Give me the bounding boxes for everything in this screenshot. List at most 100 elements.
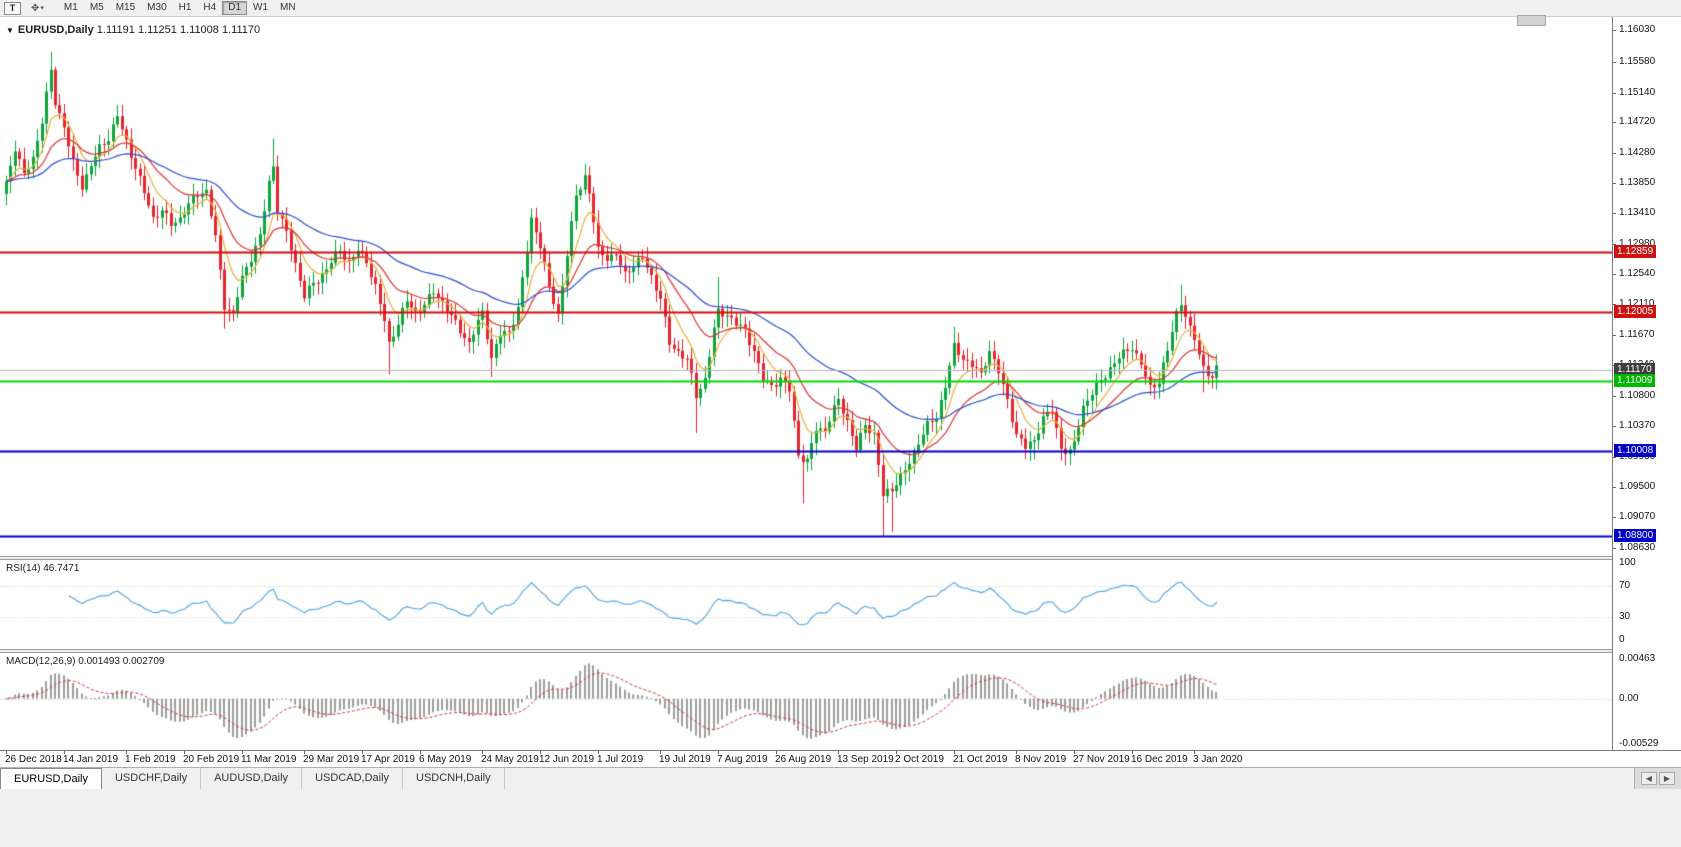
price-axis-label: 1.13410 — [1619, 207, 1656, 219]
price-axis-tick — [1613, 121, 1616, 123]
price-axis-label: 1.08630 — [1619, 541, 1656, 553]
price-axis-label: 1.12540 — [1619, 268, 1656, 280]
tab-scroll-right-icon[interactable]: ▶ — [1658, 772, 1675, 785]
panel-divider-macd[interactable] — [0, 649, 1612, 653]
time-axis: 26 Dec 2018 14 Jan 2019 1 Feb 2019 20 Feb 2… — [0, 750, 1681, 767]
time-axis-label: 7 Aug 2019 — [717, 754, 768, 765]
support-line-blue-2-tag[interactable]: 1.08800 — [1614, 528, 1657, 542]
macd-scale-label: -0.00529 — [1619, 738, 1659, 749]
time-axis-tick — [184, 751, 185, 754]
time-axis-tick — [64, 751, 65, 754]
timeframe-button-h1[interactable]: H1 — [173, 1, 198, 15]
chart-tab-usdcnh[interactable]: USDCNH,Daily — [403, 768, 505, 789]
resistance-line-1-tag[interactable]: 1.12859 — [1614, 244, 1657, 258]
chart-tab-audusd[interactable]: AUDUSD,Daily — [201, 768, 303, 789]
scrollbar-fragment[interactable] — [1517, 15, 1546, 26]
price-axis-label: 1.16030 — [1619, 24, 1656, 36]
cursor-icon: ✥ — [31, 2, 40, 14]
time-axis-label: 16 Dec 2019 — [1131, 754, 1188, 765]
time-axis-tick — [660, 751, 661, 754]
time-axis-label: 21 Oct 2019 — [953, 754, 1008, 765]
support-line-blue-1-tag[interactable]: 1.10008 — [1614, 444, 1657, 458]
time-axis-tick — [482, 751, 483, 754]
time-axis-label: 12 Jun 2019 — [539, 754, 595, 765]
timeframe-button-m30[interactable]: M30 — [141, 1, 172, 15]
timeframe-button-d1[interactable]: D1 — [222, 1, 248, 15]
rsi-scale-label: 0 — [1619, 634, 1625, 645]
price-axis-tick — [1613, 182, 1616, 184]
rsi-scale-label: 70 — [1619, 580, 1631, 592]
time-axis-label: 3 Jan 2020 — [1193, 754, 1243, 765]
support-line-green-tag[interactable]: 1.11009 — [1614, 374, 1656, 388]
time-axis-label: 14 Jan 2019 — [63, 754, 119, 765]
toolbar: T ✥ ▾ M1 M5 M15 M30 H1 H4 D1 W1 MN — [0, 0, 1681, 17]
template-tool-button[interactable]: T — [4, 1, 21, 15]
price-axis-tick — [1613, 486, 1616, 488]
timeframe-button-mn[interactable]: MN — [274, 1, 302, 15]
price-axis-label: 1.10800 — [1619, 389, 1656, 401]
time-axis-tick — [954, 751, 955, 754]
price-axis-label: 1.09070 — [1619, 510, 1656, 522]
tab-container: EURUSD,Daily USDCHF,Daily AUDUSD,Daily USDC… — [0, 768, 505, 789]
price-axis-tick — [1613, 274, 1616, 276]
timeframe-buttons: M1 M5 M15 M30 H1 H4 D1 W1 MN — [58, 1, 302, 15]
time-axis-label: 2 Oct 2019 — [895, 754, 944, 765]
timeframe-button-m5[interactable]: M5 — [84, 1, 110, 15]
time-axis-tick — [718, 751, 719, 754]
time-axis-label: 26 Aug 2019 — [775, 754, 832, 765]
macd-title: MACD(12,26,9) 0.001493 0.002709 — [6, 656, 165, 667]
timeframe-button-h4[interactable]: H4 — [197, 1, 222, 15]
price-axis-label: 1.14720 — [1619, 115, 1656, 127]
macd-scale-label: 0.00463 — [1619, 653, 1656, 664]
chart-tab-bar: EURUSD,Daily USDCHF,Daily AUDUSD,Daily USDC… — [0, 767, 1681, 789]
time-axis-label: 27 Nov 2019 — [1073, 754, 1130, 765]
rsi-scale-label: 30 — [1619, 610, 1631, 622]
time-axis-tick — [540, 751, 541, 754]
time-axis-tick — [242, 751, 243, 754]
chart-dropdown-icon[interactable]: ▼ — [6, 26, 14, 35]
time-axis-tick — [1194, 751, 1195, 754]
chart-tab-eurusd[interactable]: EURUSD,Daily — [0, 768, 102, 789]
chart-tab-usdcad[interactable]: USDCAD,Daily — [302, 768, 404, 789]
time-axis-label: 26 Dec 2018 — [5, 754, 62, 765]
chart-window: ▼ EURUSD,Daily 1.11191 1.11251 1.11008 1.… — [0, 17, 1681, 750]
price-axis-label: 1.09500 — [1619, 480, 1656, 492]
chart-canvas[interactable] — [0, 17, 1612, 750]
time-axis-label: 19 Jul 2019 — [659, 754, 711, 765]
price-axis-tick — [1613, 395, 1616, 397]
timeframe-button-m1[interactable]: M1 — [58, 1, 84, 15]
bottom-filler — [0, 789, 1681, 847]
time-axis-label: 8 Nov 2019 — [1015, 754, 1067, 765]
timeframe-button-w1[interactable]: W1 — [247, 1, 274, 15]
time-axis-label: 20 Feb 2019 — [183, 754, 240, 765]
price-axis-label: 1.12110 — [1619, 298, 1654, 309]
timeframe-button-m15[interactable]: M15 — [110, 1, 141, 15]
time-axis-label: 24 May 2019 — [481, 754, 539, 765]
time-axis-tick — [1132, 751, 1133, 754]
cursor-tool-button[interactable]: ✥ ▾ — [31, 3, 44, 14]
time-axis-tick — [776, 751, 777, 754]
chart-tab-usdchf[interactable]: USDCHF,Daily — [102, 768, 202, 789]
time-axis-tick — [1074, 751, 1075, 754]
time-axis-tick — [838, 751, 839, 754]
tab-scrollbar: ◀ ▶ — [1633, 768, 1681, 789]
macd-scale-label: 0.00 — [1619, 692, 1639, 704]
time-axis-label: 1 Feb 2019 — [125, 754, 176, 765]
time-axis-label: 17 Apr 2019 — [361, 754, 415, 765]
price-axis-label: 1.11670 — [1619, 329, 1655, 341]
price-axis-label: 1.15580 — [1619, 55, 1656, 67]
time-axis-tick — [6, 751, 7, 754]
time-axis-tick — [896, 751, 897, 754]
price-axis-tick — [1613, 152, 1616, 154]
time-axis-tick — [304, 751, 305, 754]
resistance-line-2-tag[interactable]: 1.12005 — [1614, 304, 1657, 318]
price-axis-tick — [1613, 92, 1616, 94]
price-axis: 1.16030 1.15580 1.15140 1.14720 1.14280 1.138… — [1612, 17, 1681, 750]
price-axis-tick — [1613, 516, 1616, 518]
price-axis-tick — [1613, 30, 1616, 32]
panel-divider-rsi[interactable] — [0, 556, 1612, 560]
current-price-line-tag[interactable]: 1.11170 — [1614, 363, 1655, 377]
tab-scroll-left-icon[interactable]: ◀ — [1640, 772, 1657, 785]
chart-title: ▼ EURUSD,Daily 1.11191 1.11251 1.11008 1.… — [6, 24, 260, 36]
